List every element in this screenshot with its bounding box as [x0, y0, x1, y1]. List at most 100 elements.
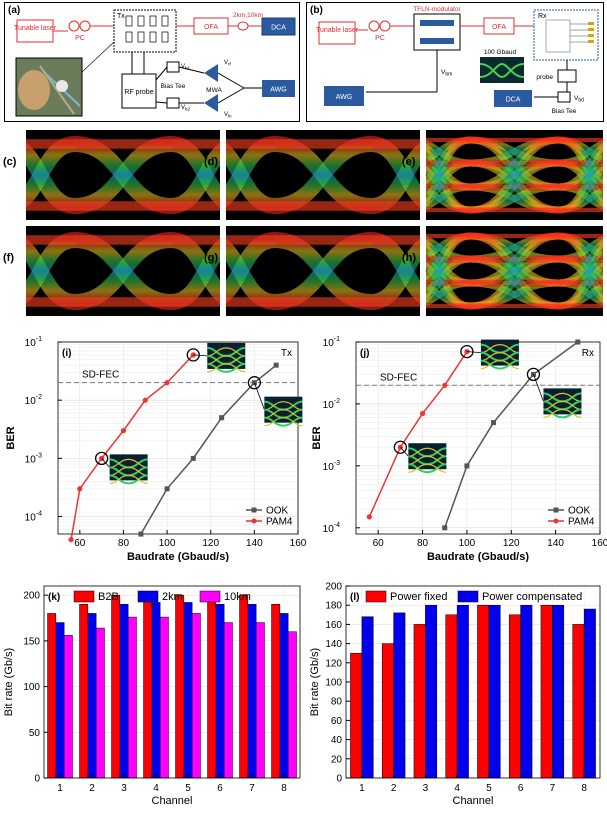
bar-b2b — [239, 594, 249, 779]
mwa-amplifier-top — [204, 64, 218, 82]
inset-leader-line — [253, 382, 265, 410]
eye-diagram-pam4 — [426, 226, 603, 316]
x-tick-label: 5 — [486, 783, 492, 794]
v-bm-label: Vbm — [441, 69, 452, 78]
highlight-circle — [94, 451, 109, 466]
y-tick-label: 100 — [23, 682, 40, 693]
bar-power-compensated — [425, 604, 438, 779]
probe-label: probe — [536, 74, 553, 81]
awg-label: AWG — [270, 87, 286, 94]
bar-power-compensated — [393, 612, 406, 779]
bar-b2b — [111, 594, 121, 779]
x-axis-label: Channel — [453, 795, 494, 807]
dca-box — [494, 90, 532, 107]
fiber-length-label: 2km,10km — [233, 12, 263, 19]
highlight-circle — [247, 376, 262, 390]
y-tick-label: 10-1 — [25, 336, 42, 349]
pam4-data-point — [164, 380, 170, 386]
inset-eye-trace — [408, 455, 447, 465]
y-tick-label: 60 — [331, 716, 343, 727]
panel-b-label: (b) — [310, 5, 323, 16]
inset-eye-trace — [480, 359, 519, 370]
inset-eye-trace — [264, 417, 303, 427]
gbaud-label: 100 Gbaud — [484, 49, 517, 56]
y-tick-label: 10-2 — [25, 394, 42, 407]
eye-trace-svg — [226, 232, 420, 310]
legend-label: OOK — [266, 506, 289, 517]
bar-power-fixed — [445, 614, 458, 779]
modulator-label: TFLN-modulator — [413, 6, 461, 13]
panel-label: (j) — [360, 348, 369, 359]
bar-power-fixed — [413, 624, 426, 779]
inset-leader-line — [400, 446, 409, 457]
pam4-data-point — [77, 486, 83, 492]
bar-2km — [87, 613, 97, 779]
x-tick-label: 5 — [185, 783, 191, 794]
x-tick-label: 7 — [249, 783, 255, 794]
bar-b2b — [47, 613, 57, 779]
rf-probe-box — [121, 73, 157, 109]
plot-frame — [355, 341, 601, 535]
x-tick-label: 4 — [454, 783, 460, 794]
plot-frame — [43, 585, 301, 779]
inset-leader-line — [101, 458, 110, 468]
v-rf-label: Vrf — [224, 60, 232, 67]
ook-data-point — [190, 455, 196, 461]
v-b1-label: Vb1 — [181, 64, 191, 71]
ofa-label: OFA — [204, 24, 218, 31]
legend-label: 10km — [224, 591, 251, 603]
y-tick-label: 10-1 — [323, 336, 340, 349]
x-tick-label: 120 — [202, 538, 219, 549]
x-tick-label: 1 — [57, 783, 63, 794]
y-tick-label: 0 — [336, 774, 342, 785]
y-tick-label: 10-3 — [323, 460, 340, 473]
x-tick-label: 6 — [518, 783, 524, 794]
x-tick-label: 100 — [459, 538, 476, 549]
inset-eye-trace — [207, 355, 246, 365]
eye-trace-svg — [426, 136, 603, 214]
setup-a-diagram: (a) Tunable laser PC Tx OFA 2km,10km DCA… — [4, 2, 300, 122]
ook-data-point — [442, 525, 448, 531]
x-tick-label: 4 — [153, 783, 159, 794]
legend-label: 2km — [162, 591, 183, 603]
y-tick-label: 0 — [34, 774, 40, 785]
inset-eye-trace — [207, 363, 246, 373]
x-tick-label: 120 — [503, 538, 520, 549]
inset-eye-trace — [408, 463, 447, 473]
eye-trace-svg — [226, 136, 420, 215]
bias-tee-label: Bias Tee — [161, 83, 186, 90]
eye-panel-label: (f) — [3, 252, 14, 264]
x-tick-label: 3 — [121, 783, 127, 794]
y-axis-label: BER — [311, 426, 323, 449]
ofa-label: OFA — [492, 24, 506, 31]
y-tick-label: 200 — [325, 582, 342, 593]
bias-tee-label: Bias Tee — [552, 108, 577, 115]
panel-label: (i) — [62, 348, 71, 359]
bar-10km — [63, 635, 73, 779]
v-bd-label: Vbd — [574, 95, 584, 104]
bar-b2b — [271, 604, 281, 779]
ber-chart-rx: 60 80 100 120 140 160 10-1 10-2 10-3 10-4 SD-FEC (j… — [311, 336, 607, 562]
eye-trace-svg — [26, 136, 220, 215]
awg-box — [262, 80, 295, 97]
pc-label: PC — [375, 35, 385, 42]
x-tick-label: 8 — [281, 783, 287, 794]
pam4-data-point — [142, 397, 148, 403]
inset-eye-trace — [480, 343, 519, 354]
ook-data-point — [273, 362, 279, 368]
legend-marker — [553, 507, 559, 513]
ook-data-point — [464, 463, 470, 469]
eye-panel-label: (e) — [402, 156, 416, 168]
rx-eye-inset — [480, 57, 524, 83]
corner-label: Rx — [582, 348, 594, 359]
pam4-data-point — [190, 352, 196, 358]
panel-a-label: (a) — [8, 5, 20, 16]
y-tick-label: 40 — [331, 735, 343, 746]
x-tick-label: 160 — [290, 538, 306, 549]
y-tick-label: 20 — [331, 754, 343, 765]
legend-label: PAM4 — [568, 517, 595, 528]
legend-swatch — [365, 590, 387, 603]
bar-power-compensated — [456, 604, 469, 779]
legend-label: PAM4 — [266, 517, 293, 528]
sd-fec-label: SD-FEC — [380, 372, 417, 383]
